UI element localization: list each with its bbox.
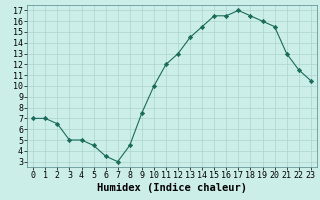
- X-axis label: Humidex (Indice chaleur): Humidex (Indice chaleur): [97, 183, 247, 193]
